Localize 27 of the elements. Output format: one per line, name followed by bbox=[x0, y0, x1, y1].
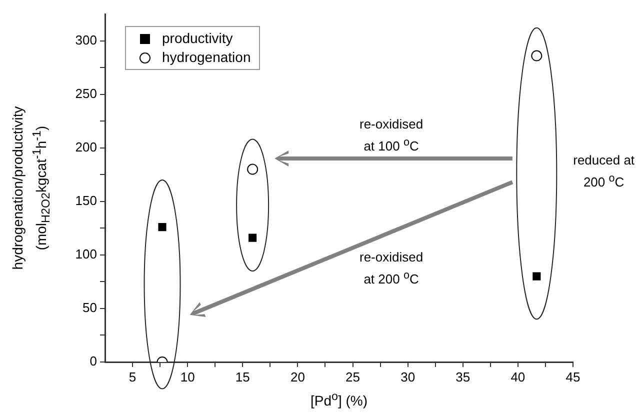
point bbox=[531, 50, 542, 62]
point bbox=[247, 164, 258, 175]
y-tick-label: 50 bbox=[82, 300, 97, 316]
x-tick-label: 5 bbox=[128, 369, 136, 384]
annotation: re-oxidised at 100 $^{o}$C bbox=[360, 115, 424, 156]
y-tick-label: 200 bbox=[75, 139, 97, 154]
x-tick-label: 25 bbox=[346, 369, 360, 384]
x-tick-label: 35 bbox=[456, 369, 470, 384]
x-tick-label: 40 bbox=[510, 369, 526, 384]
x-tick-label: 30 bbox=[400, 369, 416, 384]
x-tick-label: 20 bbox=[290, 369, 305, 384]
annotation: re-oxidised at 200 $^{o}$C bbox=[360, 248, 424, 288]
y-tick-label: 300 bbox=[75, 32, 97, 48]
legend-label: productivity bbox=[162, 30, 233, 46]
annotation: reduced at 200 $^{o}$C bbox=[573, 152, 635, 192]
x-tick-label: 10 bbox=[180, 369, 195, 384]
legend-label: hydrogenation bbox=[162, 49, 251, 65]
point bbox=[158, 223, 166, 232]
point bbox=[248, 234, 257, 242]
y-tick-label: 100 bbox=[75, 246, 97, 262]
y-tick-label: 250 bbox=[75, 86, 97, 101]
x-tick-label: 15 bbox=[235, 369, 250, 384]
y-tick-label: 0 bbox=[90, 354, 97, 369]
y-tick-label: 150 bbox=[75, 192, 97, 208]
x-tick-label: 45 bbox=[566, 369, 580, 384]
point bbox=[532, 272, 541, 280]
x-axis-title: [Pd$^{o}$] (%) bbox=[310, 390, 368, 409]
